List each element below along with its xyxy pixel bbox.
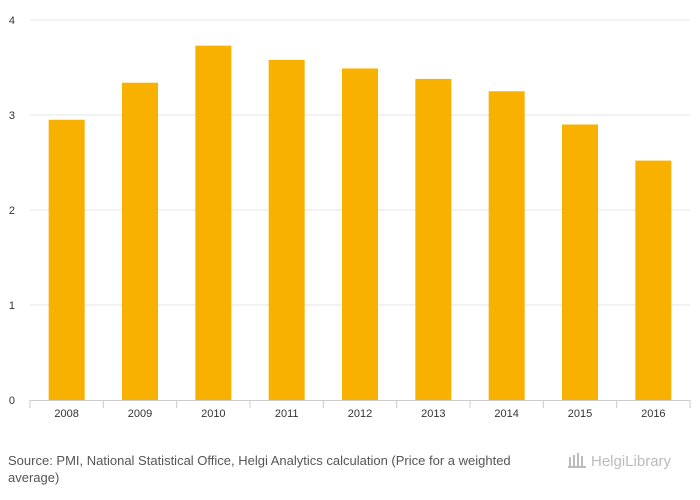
x-tick-label: 2009 [128,408,152,420]
y-tick-label: 3 [9,110,15,122]
x-tick-label: 2016 [641,408,665,420]
bar-2013[interactable] [415,78,452,401]
x-tick-label: 2011 [275,408,299,420]
x-tick-label: 2012 [348,408,372,420]
x-tick-label: 2008 [54,408,78,420]
x-tick-label: 2010 [201,408,225,420]
library-building-icon [568,453,586,468]
bar-2008[interactable] [48,119,85,400]
logo-text: HelgiLibrary [591,452,672,470]
x-tick-label: 2014 [494,408,518,420]
y-tick-label: 1 [9,300,15,312]
bar-2011[interactable] [268,59,305,401]
x-tick-label: 2015 [568,408,592,420]
bar-2016[interactable] [635,160,672,400]
bar-2009[interactable] [122,82,158,400]
x-tick-label: 2013 [421,408,445,420]
y-tick-label: 2 [9,205,15,217]
helgi-library-logo: HelgiLibrary [568,452,671,470]
bar-2015[interactable] [562,124,598,401]
x-axis-ticks: 2008 2009 2010 2011 2012 2013 2014 2015 2016 [54,408,665,420]
x-axis [29,400,691,408]
y-tick-label: 4 [9,15,15,27]
bar-2010[interactable] [195,45,232,401]
source-note: Source: PMI, National Statistical Office… [8,453,511,485]
y-tick-label: 0 [9,395,15,407]
bars [48,45,672,401]
bar-2012[interactable] [342,68,378,400]
bar-2014[interactable] [488,91,525,400]
y-axis-ticks: 0 1 2 3 4 [9,15,15,407]
